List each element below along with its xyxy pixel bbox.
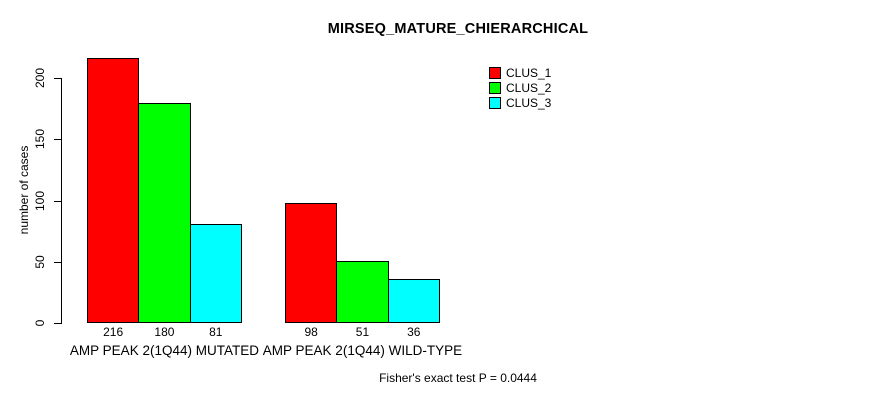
legend-swatch-clus_2 bbox=[489, 81, 501, 94]
y-axis-tick-label: 200 bbox=[33, 67, 47, 89]
legend-swatch-clus_3 bbox=[489, 96, 501, 109]
bar-clus_1 bbox=[87, 58, 140, 323]
bar-value-label: 98 bbox=[304, 325, 318, 339]
y-axis-tick bbox=[54, 78, 61, 79]
y-axis-tick bbox=[54, 323, 61, 324]
legend-item: CLUS_3 bbox=[489, 95, 551, 110]
y-axis-tick-label: 0 bbox=[33, 319, 47, 327]
bar-clus_2 bbox=[336, 260, 389, 323]
y-axis-tick-label: 50 bbox=[33, 255, 47, 269]
bar-value-label: 51 bbox=[355, 325, 370, 339]
bar-clus_3 bbox=[387, 278, 440, 323]
y-axis-tick bbox=[54, 200, 61, 202]
y-axis-line bbox=[61, 78, 62, 324]
legend-label: CLUS_2 bbox=[506, 80, 552, 95]
bar-clus_3 bbox=[189, 223, 242, 323]
legend: CLUS_1 CLUS_2 CLUS_3 bbox=[489, 65, 551, 110]
bar-clus_2 bbox=[138, 102, 191, 323]
bar-value-label: 81 bbox=[209, 325, 223, 339]
legend-item: CLUS_1 bbox=[489, 65, 551, 80]
x-group-label: AMP PEAK 2(1Q44) MUTATED bbox=[69, 343, 259, 358]
x-group-label: AMP PEAK 2(1Q44) WILD-TYPE bbox=[262, 343, 463, 358]
legend-label: CLUS_1 bbox=[506, 65, 552, 80]
bar-value-label: 216 bbox=[103, 325, 124, 339]
chart-title: MIRSEQ_MATURE_CHIERARCHICAL bbox=[327, 21, 589, 37]
legend-label: CLUS_3 bbox=[506, 95, 552, 110]
y-axis-label: number of cases bbox=[17, 145, 31, 235]
bar-value-label: 180 bbox=[154, 325, 175, 339]
bar-clus_1 bbox=[285, 202, 338, 323]
y-axis-tick-label: 150 bbox=[33, 129, 47, 150]
stat-annotation: Fisher's exact test P = 0.0444 bbox=[379, 371, 537, 385]
legend-swatch-clus_1 bbox=[489, 66, 501, 79]
y-axis-tick-label: 100 bbox=[33, 190, 47, 211]
bar-value-label: 36 bbox=[407, 325, 421, 339]
y-axis-tick bbox=[54, 139, 61, 141]
legend-item: CLUS_2 bbox=[489, 80, 551, 95]
y-axis-tick bbox=[54, 261, 61, 263]
